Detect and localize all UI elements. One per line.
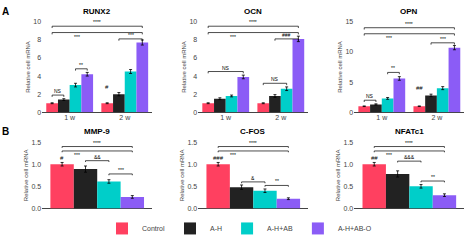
svg-text:10: 10: [189, 18, 197, 25]
svg-text:OCN: OCN: [244, 7, 262, 16]
svg-text:1.5: 1.5: [187, 139, 197, 146]
svg-text:1 w: 1 w: [220, 114, 232, 121]
svg-text:10: 10: [33, 18, 41, 25]
svg-text:****: ****: [405, 21, 413, 27]
svg-text:**: **: [391, 65, 395, 71]
svg-text:***: ***: [230, 152, 236, 158]
svg-text:A-H+AB: A-H+AB: [267, 225, 293, 232]
svg-text:Relative cell mRNA: Relative cell mRNA: [337, 41, 343, 93]
svg-text:0.0: 0.0: [344, 205, 354, 212]
svg-text:0: 0: [349, 109, 353, 116]
svg-text:2 w: 2 w: [119, 114, 131, 121]
svg-text:***: ***: [118, 167, 124, 173]
svg-text:&: &: [251, 175, 255, 181]
svg-text:6: 6: [37, 54, 41, 61]
svg-text:0.5: 0.5: [31, 183, 41, 190]
svg-text:**: **: [79, 62, 83, 68]
svg-text:****: ****: [93, 19, 101, 25]
svg-text:****: ****: [405, 140, 413, 146]
svg-text:6: 6: [193, 54, 197, 61]
svg-text:***: ***: [440, 36, 446, 42]
svg-text:1 w: 1 w: [376, 114, 388, 121]
svg-text:***: ***: [386, 152, 392, 158]
svg-text:C-FOS: C-FOS: [240, 127, 266, 136]
svg-text:4: 4: [193, 73, 197, 80]
svg-text:RUNX2: RUNX2: [83, 7, 111, 16]
svg-text:##: ##: [371, 155, 378, 161]
svg-text:1 w: 1 w: [64, 114, 76, 121]
svg-text:10: 10: [345, 48, 353, 55]
svg-text:A-H+AB-O: A-H+AB-O: [338, 225, 372, 232]
svg-text:#: #: [105, 84, 109, 90]
svg-text:0.0: 0.0: [31, 205, 41, 212]
svg-text:NS: NS: [366, 93, 374, 99]
svg-text:****: ****: [249, 140, 257, 146]
svg-text:Relative cell mRNA: Relative cell mRNA: [25, 41, 31, 93]
svg-text:1.0: 1.0: [187, 161, 197, 168]
svg-text:1.0: 1.0: [344, 161, 354, 168]
svg-text:0.0: 0.0: [187, 205, 197, 212]
svg-text:&&: &&: [94, 154, 101, 160]
svg-text:**: **: [431, 174, 435, 180]
svg-text:OPN: OPN: [400, 7, 418, 16]
svg-text:NS: NS: [54, 88, 62, 94]
svg-text:0.5: 0.5: [187, 183, 197, 190]
svg-text:1.5: 1.5: [344, 139, 354, 146]
svg-text:***: ***: [74, 152, 80, 158]
svg-text:NFATc1: NFATc1: [395, 127, 424, 136]
svg-text:1.5: 1.5: [31, 139, 41, 146]
svg-text:5: 5: [349, 79, 353, 86]
svg-text:4: 4: [37, 73, 41, 80]
svg-text:**: **: [275, 178, 279, 184]
svg-text:2: 2: [193, 91, 197, 98]
svg-text:0.5: 0.5: [344, 183, 354, 190]
svg-text:****: ****: [249, 19, 257, 25]
svg-text:##: ##: [416, 85, 423, 91]
svg-text:1.0: 1.0: [31, 161, 41, 168]
svg-text:***: ***: [74, 34, 80, 40]
svg-text:A-H: A-H: [210, 225, 222, 232]
svg-text:2: 2: [37, 91, 41, 98]
svg-text:8: 8: [37, 36, 41, 43]
svg-text:#: #: [60, 155, 64, 161]
svg-text:***: ***: [128, 32, 134, 38]
svg-text:8: 8: [193, 36, 197, 43]
svg-text:MMP-9: MMP-9: [84, 127, 110, 136]
svg-text:***: ***: [230, 34, 236, 40]
svg-text:###: ###: [282, 32, 291, 38]
svg-text:2 w: 2 w: [431, 114, 443, 121]
svg-text:0: 0: [193, 109, 197, 116]
svg-text:Relative cell mRNA: Relative cell mRNA: [179, 149, 185, 201]
svg-text:Relative cell mRNA: Relative cell mRNA: [181, 41, 187, 93]
svg-text:###: ###: [213, 155, 224, 161]
svg-text:B: B: [2, 126, 9, 137]
svg-text:****: ****: [93, 140, 101, 146]
svg-text:2 w: 2 w: [275, 114, 287, 121]
svg-text:Relative cell mRNA: Relative cell mRNA: [335, 149, 341, 201]
svg-text:15: 15: [345, 18, 353, 25]
svg-text:NS: NS: [271, 76, 279, 82]
svg-text:&&&: &&&: [404, 154, 415, 160]
svg-text:Control: Control: [142, 225, 165, 232]
svg-text:0: 0: [37, 109, 41, 116]
svg-text:Relative cell mRNA: Relative cell mRNA: [23, 149, 29, 201]
svg-text:NS: NS: [222, 65, 230, 71]
svg-text:A: A: [2, 6, 9, 17]
svg-text:***: ***: [386, 35, 392, 41]
